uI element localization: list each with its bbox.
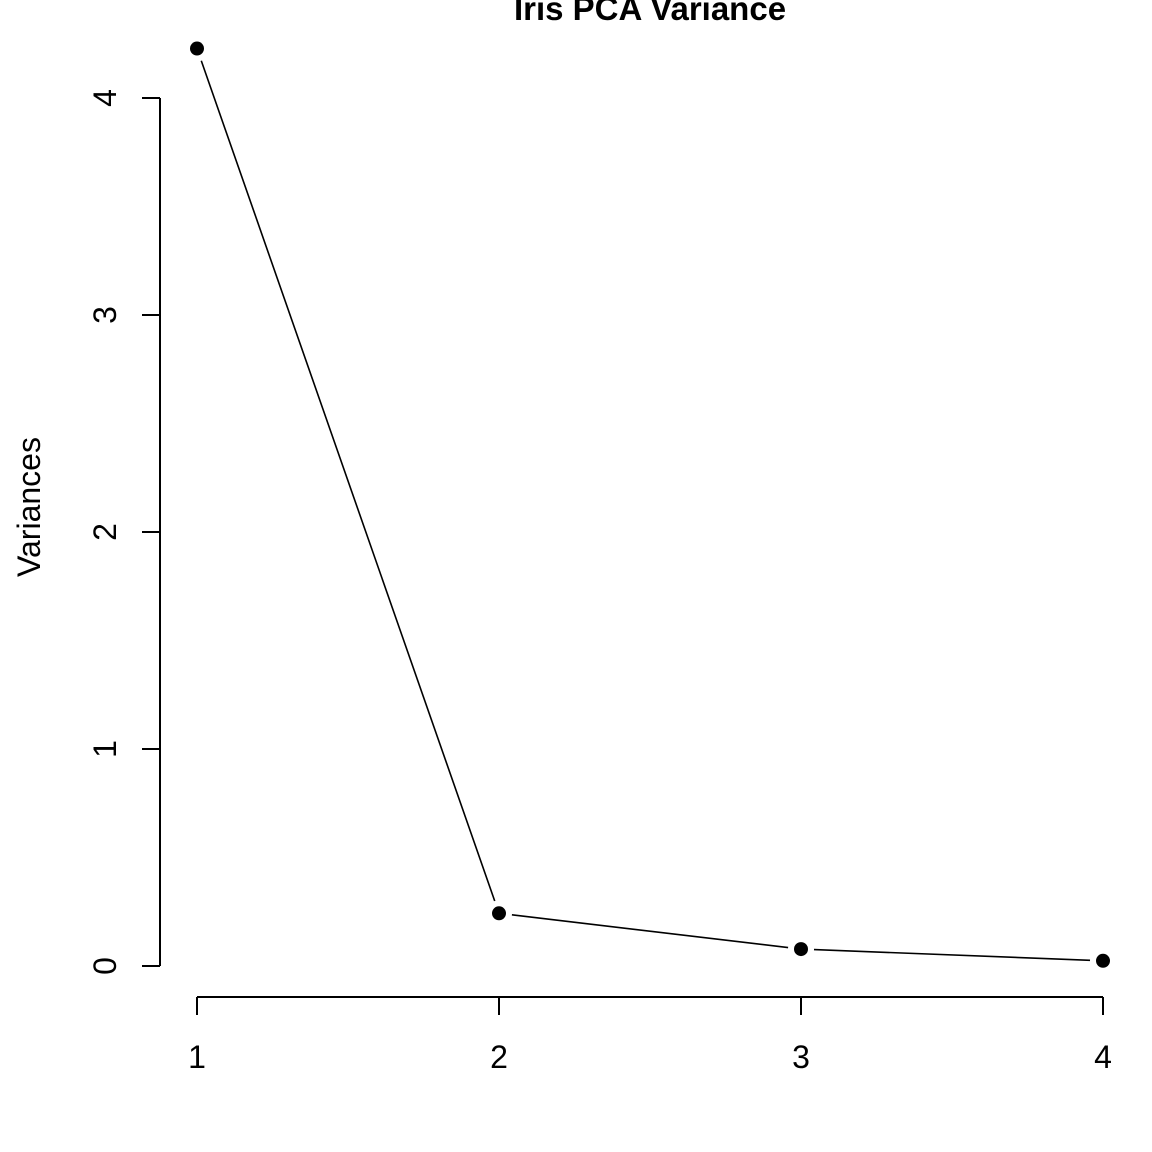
series-line-segment: [200, 60, 496, 902]
variance-series: [190, 41, 1110, 968]
data-point: [190, 41, 204, 56]
x-tick-label: 4: [1094, 1039, 1112, 1075]
chart-title: Iris PCA Variance: [514, 0, 786, 27]
y-tick-label: 1: [87, 740, 123, 758]
x-tick-label: 2: [490, 1039, 508, 1075]
y-axis: 0 1 2 3 4: [87, 89, 161, 975]
series-line-segment: [813, 948, 1091, 962]
x-tick-label: 1: [188, 1039, 206, 1075]
y-axis-label: Variances: [11, 437, 47, 577]
x-axis: 1 2 3 4: [188, 996, 1112, 1075]
y-tick-label: 0: [87, 957, 123, 975]
data-point: [794, 942, 808, 957]
x-tick-label: 3: [792, 1039, 810, 1075]
y-tick-label: 3: [87, 306, 123, 324]
data-point: [1096, 953, 1110, 968]
y-tick-label: 2: [87, 523, 123, 541]
y-tick-label: 4: [87, 89, 123, 107]
data-point: [492, 906, 506, 921]
series-line-segment: [511, 914, 789, 949]
